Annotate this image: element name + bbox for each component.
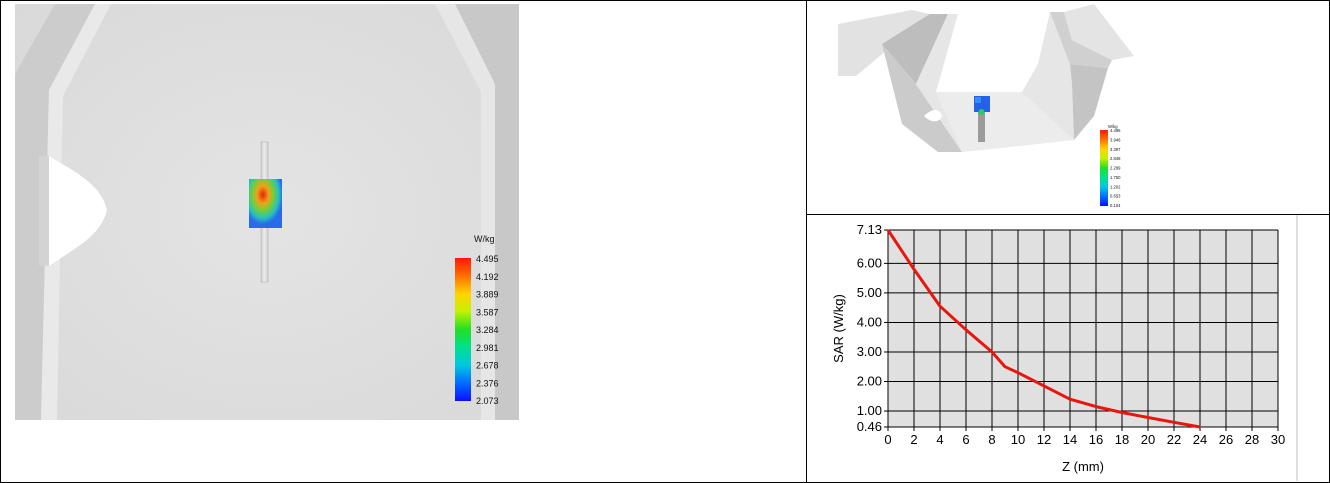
- sar-curve-points: [887, 229, 1201, 428]
- left-legend-value: 3.587: [476, 307, 499, 317]
- x-axis-ticks: 0 2 4 6 8 10 12 14 16 18 20 22 24 26 28 30: [884, 426, 1285, 447]
- sar-data-point: [1095, 405, 1097, 408]
- sar-top-view: W/kg 4.495 4.192 3.889 3.587 3.284 2.981 2.678…: [15, 4, 519, 420]
- right-legend-values: 4.495 3.946 3.397 2.848 2.299 1.750 1.202 0.653…: [1110, 128, 1121, 208]
- x-tick-label: 14: [1063, 432, 1077, 447]
- y-tick-label: 0.46: [857, 419, 882, 434]
- y-tick-label: 2.00: [857, 374, 882, 389]
- left-legend-value: 2.678: [476, 361, 499, 371]
- x-tick-label: 18: [1115, 432, 1129, 447]
- x-tick-label: 24: [1193, 432, 1207, 447]
- y-tick-label: 4.00: [857, 314, 882, 329]
- sar-top-view-render: W/kg 4.495 4.192 3.889 3.587 3.284 2.981 2.678…: [15, 4, 519, 420]
- sar-data-point: [1017, 371, 1019, 374]
- phantom-rim-left-inner: [41, 4, 111, 420]
- y-tick-label: 1.00: [857, 403, 882, 418]
- sar-data-point: [965, 329, 967, 331]
- sar-3d-view: W/kg 4.495 3.946 3.397 2.848 2.299 1.750 1.202…: [812, 4, 1320, 210]
- phantom-rim-right: [455, 4, 519, 420]
- y-tick-label: 3.00: [857, 344, 882, 359]
- right-legend-value: 3.946: [1110, 137, 1121, 142]
- sar-data-point: [1147, 416, 1149, 419]
- y-axis-title: SAR (W/kg): [831, 294, 846, 363]
- sar-data-point: [1173, 421, 1175, 424]
- sar-data-point: [939, 305, 941, 308]
- left-legend-value: 3.889: [476, 290, 499, 300]
- right-legend-value: 0.653: [1110, 194, 1121, 199]
- sar-data-point: [991, 351, 993, 353]
- x-tick-label: 0: [884, 432, 891, 447]
- sar-data-point: [1121, 411, 1123, 414]
- sar-data-point: [887, 229, 889, 231]
- sar-data-point: [913, 268, 915, 271]
- left-legend-value: 4.495: [476, 254, 499, 264]
- right-legend-value: 3.397: [1110, 147, 1121, 152]
- panel-divider-horizontal: [806, 214, 1330, 215]
- y-tick-label: 6.00: [857, 255, 882, 270]
- right-legend-value: 1.750: [1110, 175, 1121, 180]
- x-tick-label: 6: [962, 432, 969, 447]
- panel-divider-vertical: [806, 0, 807, 482]
- x-tick-label: 2: [910, 432, 917, 447]
- x-tick-label: 20: [1141, 432, 1155, 447]
- tray-left-wall-edge: [882, 14, 948, 84]
- sar-vs-z-chart: 7.13 6.00 5.00 4.00 3.00 2.00 1.00 0.46 0 2 4 6 8 10…: [807, 215, 1329, 481]
- phantom-rim-right-inner: [435, 4, 495, 420]
- right-legend-value: 2.848: [1110, 156, 1121, 161]
- tray-right-wall: [1070, 64, 1108, 140]
- plot-area: [888, 230, 1278, 427]
- x-tick-label: 28: [1245, 432, 1259, 447]
- sar-data-point: [1043, 385, 1045, 387]
- right-legend-colorbar: [1100, 130, 1108, 206]
- right-legend-value: 2.299: [1110, 166, 1121, 171]
- right-legend-value: 0.104: [1110, 203, 1121, 208]
- device-rod-3d: [978, 112, 985, 142]
- tray-right-flange: [1064, 4, 1134, 60]
- left-legend-colorbar: [455, 258, 471, 401]
- right-legend-unit: W/kg: [1108, 124, 1118, 129]
- right-legend-value: 1.202: [1110, 184, 1121, 189]
- left-legend-value: 2.981: [476, 343, 499, 353]
- left-legend-values: 4.495 4.192 3.889 3.587 3.284 2.981 2.678 2.376…: [476, 254, 499, 406]
- left-legend-value: 4.192: [476, 272, 499, 282]
- x-tick-label: 8: [988, 432, 995, 447]
- x-tick-label: 26: [1219, 432, 1233, 447]
- sar-data-point: [1199, 426, 1201, 428]
- x-tick-label: 30: [1271, 432, 1285, 447]
- chart-canvas: 7.136.005.004.003.002.001.000.46 0 2 4 6 8 10…: [831, 215, 1298, 481]
- y-tick-label: 5.00: [857, 285, 882, 300]
- x-tick-label: 22: [1167, 432, 1181, 447]
- phantom-ear-cutout: [39, 156, 107, 266]
- x-tick-label: 10: [1011, 432, 1025, 447]
- phantom-rim-left: [15, 4, 95, 420]
- tray-left-wall: [882, 44, 962, 152]
- sar-3d-view-render: W/kg 4.495 3.946 3.397 2.848 2.299 1.750 1.202…: [838, 4, 1134, 208]
- tray-ear-cutout: [924, 110, 942, 122]
- grid-horizontal: [888, 229, 1278, 428]
- y-axis-ticks: 7.13 6.00 5.00 4.00 3.00 2.00 1.000.46: [857, 222, 889, 434]
- sar-data-point: [1004, 365, 1006, 368]
- sar-curve: [886, 229, 1201, 429]
- right-legend-value: 4.495: [1110, 128, 1121, 133]
- sar-data-point: [1069, 398, 1071, 401]
- sar-hotspot: [249, 179, 282, 228]
- x-axis-title: Z (mm): [1062, 459, 1104, 474]
- left-legend-unit: W/kg: [474, 234, 495, 244]
- left-legend-value: 2.376: [476, 378, 499, 388]
- x-tick-label: 12: [1037, 432, 1051, 447]
- x-tick-label: 4: [936, 432, 943, 447]
- left-legend-value: 2.073: [476, 396, 499, 406]
- left-legend-value: 3.284: [476, 325, 499, 335]
- y-tick-label: 7.13: [857, 222, 882, 237]
- x-tick-label: 16: [1089, 432, 1103, 447]
